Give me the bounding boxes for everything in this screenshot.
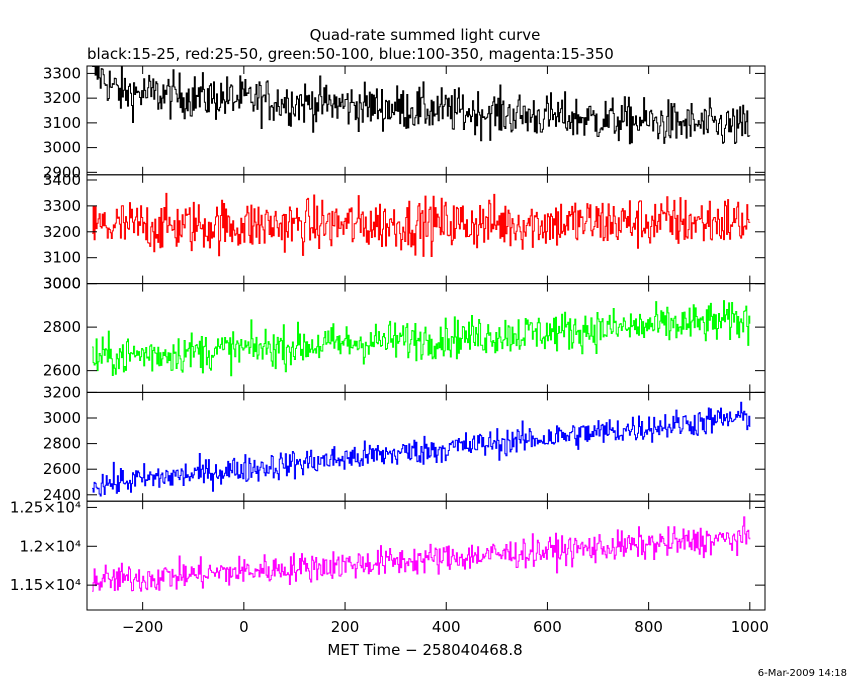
x-axis-tick-labels: −200 0 200 400 600 800 1000 [122, 618, 769, 636]
chart-title: Quad-rate summed light curve [310, 26, 541, 44]
x-tick-label: 800 [634, 618, 663, 636]
y-tick-label: 3200 [43, 223, 81, 241]
panel-15-25: 3300 3200 3100 3000 2900 [43, 64, 766, 181]
y-tick-label: 3200 [43, 383, 81, 401]
panel-100-350: 3200 3000 2800 2600 2400 [43, 383, 766, 504]
panel-25-50: 3400 3300 3200 3100 3000 [43, 171, 766, 293]
panel-frame [86, 500, 766, 611]
y-tick-label: 2800 [43, 318, 81, 336]
y-tick-label: 3000 [43, 139, 81, 157]
series-line-25-50 [92, 192, 751, 257]
series-line-15-350 [92, 516, 751, 592]
panel-50-100: 3000 2800 2600 [43, 275, 766, 393]
x-tick-label: −200 [122, 618, 163, 636]
y-tick-label: 3000 [43, 409, 81, 427]
x-tick-label: 0 [239, 618, 249, 636]
y-tick-label: 3300 [43, 64, 81, 82]
y-tick-label: 2400 [43, 486, 81, 504]
x-tick-label: 1000 [731, 618, 769, 636]
y-tick-label: 3100 [43, 249, 81, 267]
series-line-50-100 [92, 300, 751, 377]
y-tick-label: 2800 [43, 435, 81, 453]
x-tick-label: 400 [432, 618, 461, 636]
y-tick-label: 2600 [43, 362, 81, 380]
series-line-15-25 [92, 66, 751, 145]
y-tick-label: 2900 [43, 163, 81, 181]
y-tick-label: 2600 [43, 460, 81, 478]
chart-subtitle: black:15-25, red:25-50, green:50-100, bl… [87, 45, 614, 63]
y-tick-label: 1.25×10⁴ [10, 498, 81, 516]
y-tick-label: 1.15×10⁴ [10, 576, 81, 594]
footer-timestamp: 6-Mar-2009 14:18 [758, 668, 847, 679]
x-tick-label: 200 [331, 618, 360, 636]
y-tick-label: 3200 [43, 89, 81, 107]
y-tick-label: 3000 [43, 275, 81, 293]
y-tick-label: 3100 [43, 114, 81, 132]
x-tick-label: 600 [533, 618, 562, 636]
x-axis-label: MET Time − 258040468.8 [327, 641, 522, 659]
series-line-100-350 [92, 401, 751, 497]
y-tick-label: 3000 [43, 275, 81, 293]
y-tick-label: 3300 [43, 197, 81, 215]
y-tick-label: 3400 [43, 171, 81, 189]
panel-15-350: 1.25×10⁴ 1.2×10⁴ 1.15×10⁴ [10, 498, 766, 611]
y-tick-label: 1.2×10⁴ [19, 537, 81, 555]
